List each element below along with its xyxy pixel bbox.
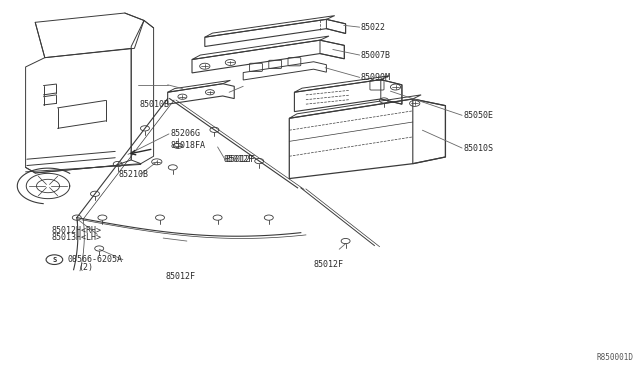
Text: 85010B: 85010B xyxy=(140,100,170,109)
Text: 08566-6205A: 08566-6205A xyxy=(67,255,122,264)
Text: 85022: 85022 xyxy=(361,23,386,32)
Text: (2): (2) xyxy=(78,263,93,272)
Text: 85012H<RH>: 85012H<RH> xyxy=(51,226,101,235)
Text: 85018FA: 85018FA xyxy=(170,141,205,150)
Text: S: S xyxy=(52,257,56,263)
Text: 85013H<LH>: 85013H<LH> xyxy=(51,233,101,242)
Text: 85050E: 85050E xyxy=(463,111,493,120)
Text: 85012F: 85012F xyxy=(314,260,344,269)
Text: R850001D: R850001D xyxy=(596,353,634,362)
Text: 85007B: 85007B xyxy=(361,51,391,60)
Text: 85090M: 85090M xyxy=(361,73,391,82)
Text: 85012F: 85012F xyxy=(225,155,255,164)
Text: 85012F: 85012F xyxy=(224,155,254,164)
Text: 85210B: 85210B xyxy=(118,170,148,179)
Text: 85206G: 85206G xyxy=(170,129,200,138)
Text: 85010S: 85010S xyxy=(463,144,493,153)
Text: 85012F: 85012F xyxy=(165,272,195,280)
